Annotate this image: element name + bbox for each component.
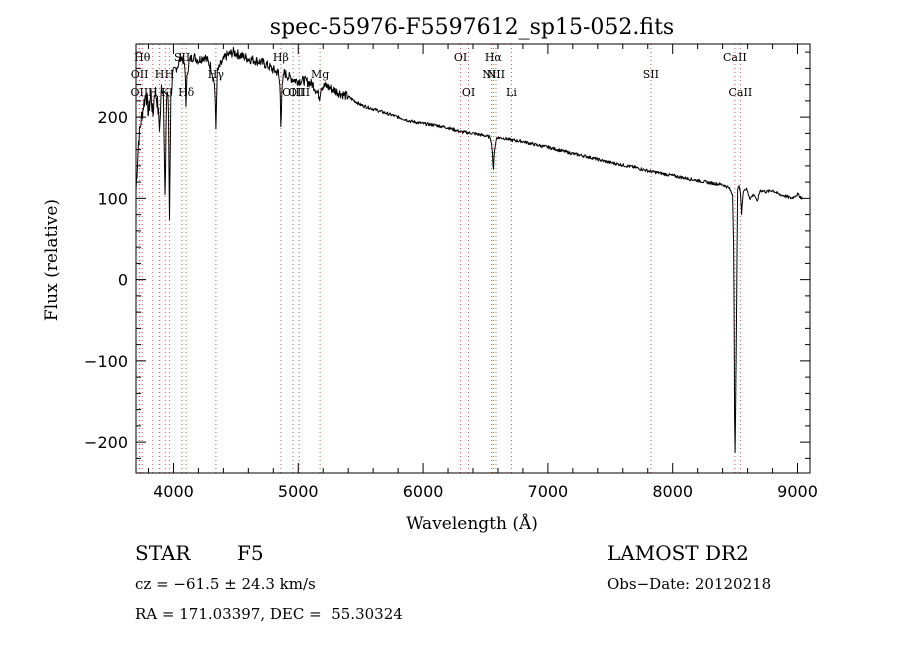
line-label-18: NII xyxy=(487,68,505,81)
line-label-11: OIII xyxy=(282,86,304,99)
line-label-15: OI xyxy=(462,86,475,99)
line-label-2: Hθ xyxy=(134,51,151,64)
y-tick-label-1: −100 xyxy=(84,352,128,371)
line-label-4: H xyxy=(155,68,165,81)
spectrum-line xyxy=(135,46,803,454)
object-class: STAR xyxy=(135,541,191,565)
line-label-10: Hβ xyxy=(273,51,289,64)
y-axis-ticks: −200 −100 0 100 200 xyxy=(84,51,810,459)
x-tick-label-4: 8000 xyxy=(652,482,693,501)
coordinates: RA = 171.03397, DEC = 55.30324 xyxy=(135,605,403,623)
chart-title: spec-55976-F5597612_sp15-052.fits xyxy=(270,15,674,40)
line-label-20: SII xyxy=(643,68,659,81)
y-tick-label-3: 100 xyxy=(97,189,128,208)
y-tick-label-0: −200 xyxy=(84,433,128,452)
line-label-3: H xyxy=(148,86,158,99)
line-label-17: Hα xyxy=(485,51,503,64)
line-label-13: Mg xyxy=(311,68,329,81)
spectral-line-markers xyxy=(138,44,741,473)
x-tick-label-3: 7000 xyxy=(528,482,569,501)
redshift-velocity: cz = −61.5 ± 24.3 km/s xyxy=(135,575,316,593)
x-tick-label-5: 9000 xyxy=(777,482,818,501)
line-label-12: OIII xyxy=(288,86,310,99)
y-axis-label: Flux (relative) xyxy=(42,199,62,321)
line-label-0: OII xyxy=(131,86,149,99)
line-label-6: H xyxy=(165,68,175,81)
line-label-5: K xyxy=(161,86,170,99)
survey-name: LAMOST DR2 xyxy=(607,541,749,565)
x-axis-label: Wavelength (Å) xyxy=(406,513,538,534)
plot-frame xyxy=(135,43,811,474)
x-tick-label-1: 5000 xyxy=(278,482,319,501)
line-label-22: CaII xyxy=(729,86,753,99)
line-label-14: OI xyxy=(454,51,467,64)
x-tick-label-0: 4000 xyxy=(153,482,194,501)
y-tick-label-2: 0 xyxy=(118,271,128,290)
line-label-9: Hγ xyxy=(208,68,225,81)
observation-date: Obs−Date: 20120218 xyxy=(607,575,772,593)
line-label-16: NII xyxy=(482,68,500,81)
line-label-19: Li xyxy=(506,86,517,99)
spectral-line-labels: OIIOIIHθHHKHSIIHδHγHβOIIIOIIIMgOIOINIIHα… xyxy=(131,51,753,99)
object-subclass: F5 xyxy=(237,541,264,565)
x-axis-ticks: 4000 5000 6000 7000 8000 9000 xyxy=(147,44,818,501)
line-label-1: OII xyxy=(131,68,149,81)
line-label-21: CaII xyxy=(723,51,747,64)
y-tick-label-4: 200 xyxy=(97,108,128,127)
x-tick-label-2: 6000 xyxy=(403,482,444,501)
